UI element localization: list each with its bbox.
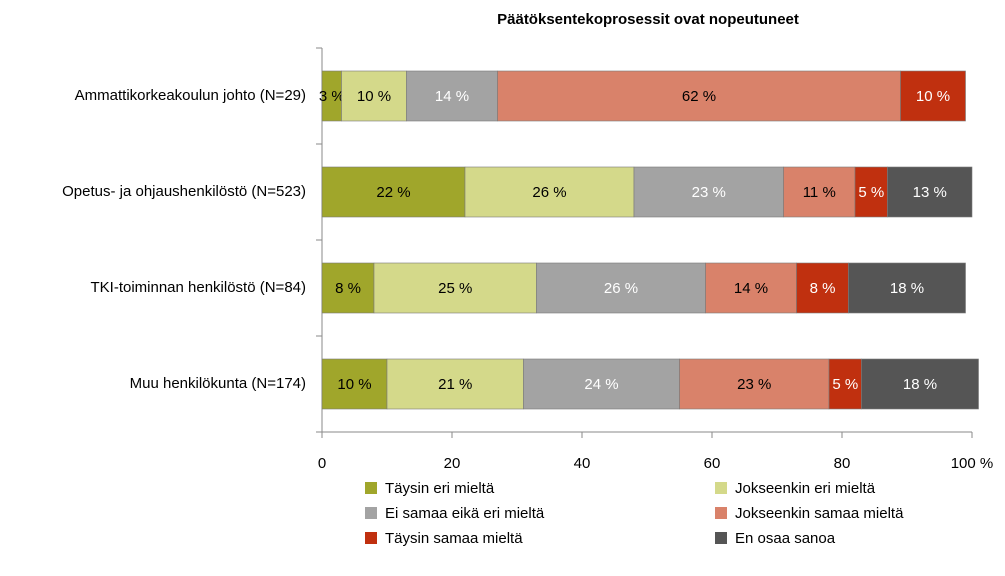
- data-label: 24 %: [584, 376, 618, 393]
- bar-segment: [497, 70, 901, 122]
- data-label: 22 %: [376, 184, 410, 201]
- data-label: 21 %: [438, 376, 472, 393]
- y-tick-label: TKI-toiminnan henkilöstö (N=84): [90, 279, 306, 296]
- legend-label: Jokseenkin samaa mieltä: [735, 505, 904, 522]
- chart-title: Päätöksentekoprosessit ovat nopeutuneet: [497, 11, 799, 28]
- data-label: 8 %: [810, 280, 836, 297]
- legend-label: En osaa sanoa: [735, 530, 836, 547]
- x-tick-label: 100 %: [951, 455, 994, 472]
- data-label: 10 %: [916, 88, 950, 105]
- bar-segment: [321, 358, 388, 410]
- bar-segment: [633, 166, 784, 218]
- legend-label: Ei samaa eikä eri mieltä: [385, 505, 545, 522]
- data-label: 26 %: [604, 280, 638, 297]
- bar-segment: [796, 262, 849, 314]
- data-label: 13 %: [913, 184, 947, 201]
- legend-label: Jokseenkin eri mieltä: [735, 480, 876, 497]
- data-label: 23 %: [737, 376, 771, 393]
- data-label: 23 %: [692, 184, 726, 201]
- bar-segment: [386, 358, 524, 410]
- data-label: 62 %: [682, 88, 716, 105]
- legend-swatch: [715, 532, 727, 544]
- bar-segment: [854, 166, 888, 218]
- bar-segment: [783, 166, 856, 218]
- x-tick-label: 20: [444, 455, 461, 472]
- data-label: 10 %: [337, 376, 371, 393]
- bar-segment: [900, 70, 966, 122]
- bar-segment: [679, 358, 830, 410]
- bar-segment: [373, 262, 537, 314]
- bar-segment: [321, 262, 375, 314]
- bar-segment: [887, 166, 973, 218]
- data-label: 3 %: [319, 88, 345, 105]
- x-tick-label: 80: [834, 455, 851, 472]
- legend-swatch: [365, 482, 377, 494]
- bar-segment: [536, 262, 706, 314]
- legend-swatch: [365, 532, 377, 544]
- legend-swatch: [715, 507, 727, 519]
- legend-label: Täysin samaa mieltä: [385, 530, 523, 547]
- bar-segment: [341, 70, 407, 122]
- x-tick-label: 0: [318, 455, 326, 472]
- data-label: 18 %: [890, 280, 924, 297]
- data-label: 25 %: [438, 280, 472, 297]
- bar-segment: [523, 358, 680, 410]
- x-tick-label: 40: [574, 455, 591, 472]
- bar-segment: [321, 166, 466, 218]
- data-label: 8 %: [335, 280, 361, 297]
- data-label: 18 %: [903, 376, 937, 393]
- y-tick-label: Ammattikorkeakoulun johto (N=29): [75, 87, 306, 104]
- legend-swatch: [715, 482, 727, 494]
- data-label: 14 %: [734, 280, 768, 297]
- data-label: 26 %: [532, 184, 566, 201]
- data-label: 14 %: [435, 88, 469, 105]
- bar-segment: [861, 358, 979, 410]
- y-tick-label: Muu henkilökunta (N=174): [130, 375, 306, 392]
- y-tick-label: Opetus- ja ohjaushenkilöstö (N=523): [62, 183, 306, 200]
- data-label: 5 %: [832, 376, 858, 393]
- data-label: 10 %: [357, 88, 391, 105]
- bar-segment: [828, 358, 862, 410]
- legend-label: Täysin eri mieltä: [385, 480, 495, 497]
- x-tick-label: 60: [704, 455, 721, 472]
- bar-segment: [705, 262, 797, 314]
- legend-swatch: [365, 507, 377, 519]
- bar-segment: [848, 262, 966, 314]
- data-label: 11 %: [803, 184, 836, 201]
- bar-segment: [406, 70, 498, 122]
- bar-segment: [464, 166, 635, 218]
- data-label: 5 %: [858, 184, 884, 201]
